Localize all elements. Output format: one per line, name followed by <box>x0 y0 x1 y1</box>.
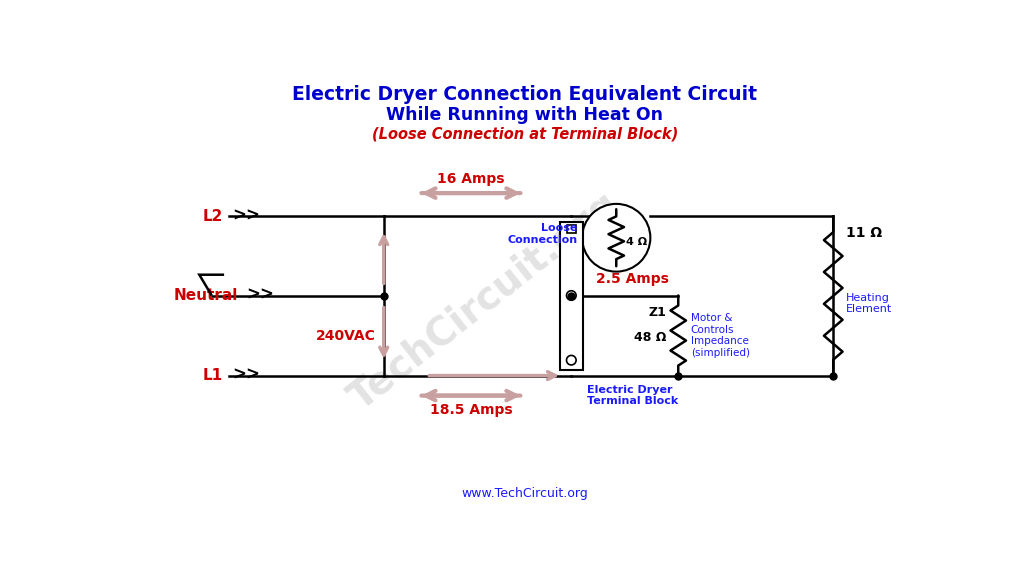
Text: Z1: Z1 <box>649 306 667 319</box>
Text: Heating
Element: Heating Element <box>846 293 892 314</box>
Circle shape <box>583 204 650 272</box>
Bar <box>567 225 575 233</box>
Text: 4 Ω: 4 Ω <box>627 237 647 247</box>
Text: (Loose Connection at Terminal Block): (Loose Connection at Terminal Block) <box>372 126 678 141</box>
Bar <box>560 222 583 370</box>
Text: 2.5 Amps: 2.5 Amps <box>596 272 669 286</box>
Circle shape <box>566 355 577 365</box>
Text: 48 Ω: 48 Ω <box>634 331 667 343</box>
Text: 11 Ω: 11 Ω <box>846 226 882 240</box>
Text: 18.5 Amps: 18.5 Amps <box>430 403 512 416</box>
Text: L1: L1 <box>203 368 222 383</box>
Text: Electric Dryer
Terminal Block: Electric Dryer Terminal Block <box>587 385 678 407</box>
Text: Electric Dryer Connection Equivalent Circuit: Electric Dryer Connection Equivalent Cir… <box>292 85 758 104</box>
Text: 16 Amps: 16 Amps <box>437 172 505 186</box>
Text: TechCircuit.org: TechCircuit.org <box>343 184 627 418</box>
Text: >>: >> <box>231 366 260 384</box>
Text: Neutral: Neutral <box>174 288 238 303</box>
Text: L2: L2 <box>202 209 222 223</box>
Text: www.TechCircuit.org: www.TechCircuit.org <box>462 487 588 501</box>
Text: Motor &
Controls
Impedance
(simplified): Motor & Controls Impedance (simplified) <box>690 313 750 358</box>
Text: While Running with Heat On: While Running with Heat On <box>386 106 664 124</box>
Text: >>: >> <box>231 206 260 225</box>
Circle shape <box>566 291 577 300</box>
Text: Loose
Connection: Loose Connection <box>507 223 578 245</box>
Text: 240VAC: 240VAC <box>316 328 376 343</box>
Text: >>: >> <box>246 286 273 304</box>
